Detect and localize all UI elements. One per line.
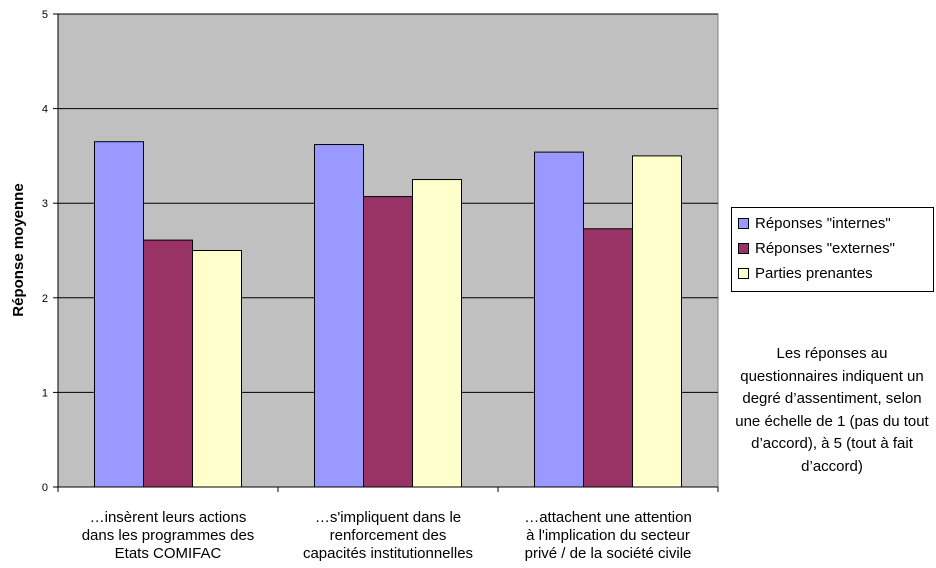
y-tick-label: 1 — [42, 387, 48, 399]
bar-2-3 — [583, 228, 633, 488]
legend-label: Parties prenantes — [755, 265, 873, 282]
legend-label: Réponses "externes" — [755, 240, 895, 257]
x-tick-label: …attachent une attention — [524, 509, 692, 526]
x-tick-label: …s'impliquent dans le — [315, 509, 461, 526]
bars — [94, 141, 682, 488]
x-tick-label: renforcement des — [330, 527, 447, 544]
bar-3-1 — [192, 250, 242, 488]
scale-note: Les réponses au questionnaires indiquent… — [735, 345, 929, 475]
legend-label: Réponses "internes" — [755, 215, 891, 232]
y-tick-label: 5 — [42, 9, 48, 21]
bar-3-2 — [412, 179, 462, 488]
bar-2-2 — [363, 196, 413, 488]
x-tick-label: capacités institutionnelles — [303, 545, 473, 562]
legend-item: Réponses "externes" — [738, 236, 933, 261]
y-tick-label: 2 — [42, 293, 48, 305]
legend-item: Réponses "internes" — [738, 211, 933, 236]
bar-1-3 — [534, 151, 584, 488]
legend-swatch — [738, 243, 749, 254]
legend-swatch — [738, 268, 749, 279]
x-tick-label: Etats COMIFAC — [115, 545, 222, 562]
y-tick-label: 0 — [42, 482, 48, 494]
legend-item: Parties prenantes — [738, 261, 933, 286]
bar-1-1 — [94, 141, 144, 488]
x-tick-label: privé / de la société civile — [525, 545, 692, 562]
bar-3-3 — [632, 155, 682, 488]
y-tick-label: 3 — [42, 198, 48, 210]
legend-swatch — [738, 218, 749, 229]
legend: Réponses "internes" Réponses "externes" Pa… — [731, 207, 934, 292]
bar-1-2 — [314, 144, 364, 488]
bar-2-1 — [143, 239, 193, 488]
y-tick-label: 4 — [42, 104, 48, 116]
y-axis-title: Réponse moyenne — [10, 183, 27, 316]
x-tick-label: à l'implication du secteur — [526, 527, 690, 544]
x-tick-label: …insèrent leurs actions — [90, 509, 247, 526]
x-tick-label: dans les programmes des — [82, 527, 255, 544]
